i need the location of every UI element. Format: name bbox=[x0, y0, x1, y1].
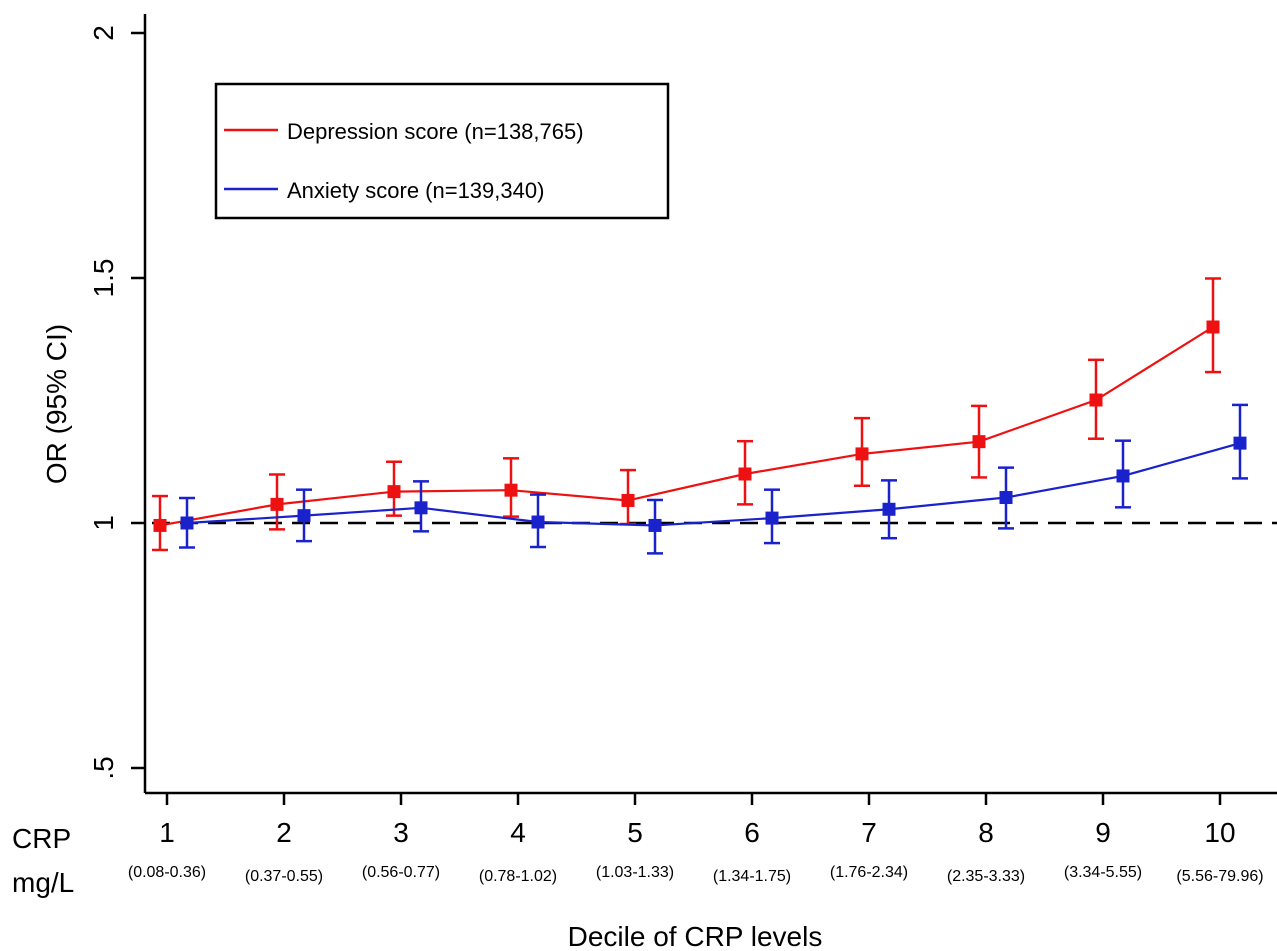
x-tick-label: 6 bbox=[744, 817, 760, 848]
x-tick-label: 2 bbox=[276, 817, 292, 848]
y-axis-title: OR (95% CI) bbox=[41, 324, 72, 484]
data-point bbox=[153, 518, 167, 532]
data-point bbox=[1206, 320, 1220, 334]
crp-range-label: (1.76-2.34) bbox=[830, 864, 908, 881]
axes bbox=[143, 14, 1277, 795]
data-point bbox=[621, 493, 635, 507]
mgl-row-label: mg/L bbox=[12, 867, 74, 898]
y-ticks: .5 1 1.5 2 bbox=[88, 25, 145, 780]
x-tick-label: 9 bbox=[1095, 817, 1111, 848]
series-anxiety bbox=[179, 403, 1248, 555]
data-point bbox=[765, 511, 779, 525]
data-point bbox=[648, 518, 662, 532]
x-tick-label: 3 bbox=[393, 817, 409, 848]
crp-range-label: (5.56-79.96) bbox=[1176, 868, 1263, 885]
data-point bbox=[531, 515, 545, 529]
y-tick-label: .5 bbox=[88, 756, 119, 779]
series-depression bbox=[152, 277, 1221, 552]
legend: Depression score (n=138,765) Anxiety sco… bbox=[214, 82, 670, 220]
data-point bbox=[387, 485, 401, 499]
crp-range-label: (0.37-0.55) bbox=[245, 868, 323, 885]
series-line bbox=[186, 442, 1241, 527]
data-point bbox=[1116, 469, 1130, 483]
data-point bbox=[972, 435, 986, 449]
data-point bbox=[297, 509, 311, 523]
crp-range-label: (3.34-5.55) bbox=[1064, 864, 1142, 881]
x-tick-label: 8 bbox=[978, 817, 994, 848]
x-ticks: 1 (0.08-0.36) 2 (0.37-0.55) 3 (0.56-0.77) 4 (0.… bbox=[128, 793, 1264, 885]
series-line bbox=[159, 326, 1214, 527]
data-point bbox=[882, 502, 896, 516]
data-point bbox=[504, 483, 518, 497]
y-tick-label: 1.5 bbox=[88, 259, 119, 298]
crp-range-label: (0.56-0.77) bbox=[362, 864, 440, 881]
x-tick-label: 7 bbox=[861, 817, 877, 848]
data-point bbox=[180, 516, 194, 530]
legend-label-anxiety: Anxiety score (n=139,340) bbox=[287, 178, 544, 203]
data-point bbox=[414, 501, 428, 515]
x-tick-label: 4 bbox=[510, 817, 526, 848]
data-point bbox=[999, 491, 1013, 505]
x-tick-label: 10 bbox=[1204, 817, 1235, 848]
data-point bbox=[1233, 436, 1247, 450]
legend-label-depression: Depression score (n=138,765) bbox=[287, 119, 584, 144]
legend-box bbox=[214, 82, 670, 220]
y-tick-label: 2 bbox=[88, 25, 119, 41]
x-axis-title: Decile of CRP levels bbox=[568, 921, 823, 951]
crp-range-label: (1.34-1.75) bbox=[713, 868, 791, 885]
series-layer bbox=[152, 277, 1248, 555]
data-point bbox=[1089, 393, 1103, 407]
data-point bbox=[855, 447, 869, 461]
x-tick-label: 5 bbox=[627, 817, 643, 848]
crp-row-label: CRP bbox=[12, 823, 71, 854]
crp-range-label: (0.08-0.36) bbox=[128, 864, 206, 881]
crp-range-label: (2.35-3.33) bbox=[947, 868, 1025, 885]
data-point bbox=[738, 467, 752, 481]
crp-range-label: (1.03-1.33) bbox=[596, 864, 674, 881]
y-tick-label: 1 bbox=[88, 515, 119, 531]
data-point bbox=[270, 497, 284, 511]
crp-range-label: (0.78-1.02) bbox=[479, 868, 557, 885]
x-tick-label: 1 bbox=[159, 817, 175, 848]
